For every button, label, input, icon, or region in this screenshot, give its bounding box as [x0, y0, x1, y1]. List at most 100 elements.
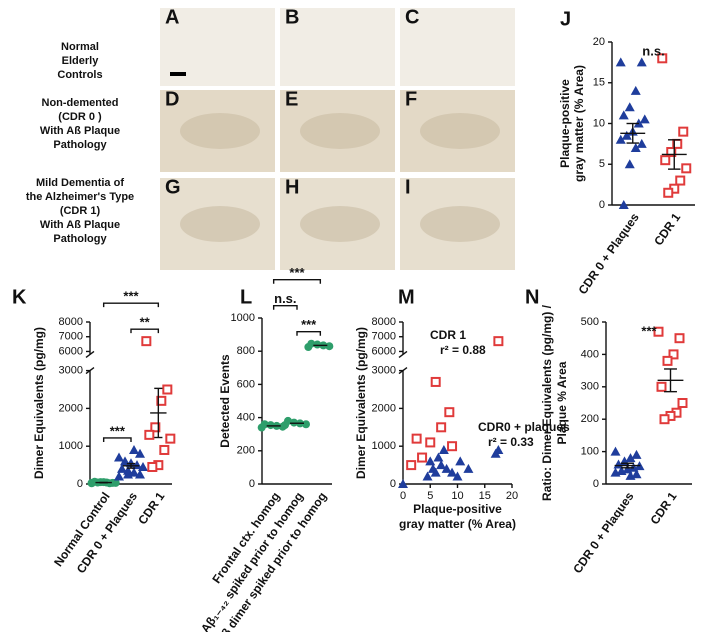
panel-letter: L: [240, 286, 252, 308]
data-point: [156, 395, 167, 406]
data-point: [618, 200, 629, 209]
r-squared: r² = 0.33: [488, 435, 534, 449]
data-point: [678, 126, 689, 137]
data-point: [325, 342, 334, 351]
data-point: [144, 429, 155, 440]
data-point: [425, 456, 436, 466]
y-tick-label: 10: [593, 117, 605, 129]
annotation: n.s.: [642, 43, 664, 58]
series-label: CDR 1: [430, 328, 466, 342]
data-point: [159, 444, 170, 455]
data-point: [675, 175, 686, 186]
data-point: [625, 470, 636, 480]
significance-label: ***: [289, 265, 305, 280]
panel-letter: A: [165, 6, 179, 28]
data-point: [114, 471, 124, 481]
y-tick-label: 5: [599, 158, 605, 170]
stained-region: [300, 206, 380, 242]
panel-letter: I: [405, 176, 411, 198]
y-tick-label: 200: [237, 445, 255, 457]
significance-bracket: [102, 302, 160, 308]
data-point: [417, 452, 428, 463]
data-point: [621, 130, 632, 140]
significance-label: ***: [123, 289, 139, 304]
y-axis-label: Detected Events: [218, 354, 232, 448]
significance-label: n.s.: [274, 291, 296, 306]
data-point: [398, 479, 408, 488]
stained-region: [180, 206, 260, 242]
y-tick-label: 8000: [59, 316, 83, 328]
scale-bar: [170, 72, 186, 76]
x-tick-label: 0: [400, 490, 406, 502]
data-point: [624, 159, 635, 169]
data-point: [313, 340, 322, 349]
data-point: [657, 53, 668, 64]
y-tick-label: 400: [237, 412, 255, 424]
data-point: [610, 446, 621, 456]
row-label: Elderly: [62, 55, 100, 67]
data-point: [411, 433, 422, 444]
panel-letter: C: [405, 6, 419, 28]
row-label: (CDR 1): [60, 205, 101, 217]
data-point: [425, 437, 436, 448]
row-label: Mild Dementia of: [36, 177, 124, 189]
significance-bracket: [296, 331, 322, 336]
micrograph: [400, 8, 515, 86]
y-tick-label: 8000: [372, 316, 396, 328]
row-label: With Aß Plaque: [40, 125, 120, 137]
row-label: Controls: [57, 69, 102, 81]
data-point: [129, 444, 139, 454]
data-point: [447, 441, 458, 452]
data-point: [433, 452, 444, 462]
x-tick-label: 15: [479, 490, 491, 502]
panel-letter: E: [285, 88, 298, 110]
y-tick-label: 500: [581, 316, 599, 328]
x-tick-label: CDR 1: [135, 489, 167, 527]
data-point: [668, 349, 679, 360]
data-point: [636, 138, 647, 148]
micrograph: [280, 8, 395, 86]
series-label: CDR0 + plaques: [478, 420, 570, 434]
data-point: [455, 456, 466, 466]
data-point: [636, 57, 647, 67]
x-tick-label: 5: [427, 490, 433, 502]
stained-region: [420, 206, 500, 242]
panel-letter: K: [12, 286, 27, 308]
y-tick-label: 0: [390, 478, 396, 490]
data-point: [663, 187, 674, 198]
data-point: [147, 461, 158, 472]
y-tick-label: 3000: [59, 365, 83, 377]
data-point: [615, 57, 626, 67]
data-point: [436, 460, 447, 470]
data-point: [307, 339, 316, 348]
data-point: [639, 114, 650, 124]
data-point: [436, 422, 447, 433]
row-label: (CDR 0 ): [58, 111, 102, 123]
data-point: [430, 467, 441, 477]
y-tick-label: 7000: [59, 331, 83, 343]
y-tick-label: 3000: [372, 365, 396, 377]
data-point: [681, 163, 692, 174]
data-point: [302, 420, 310, 429]
data-point: [447, 467, 458, 477]
data-point: [463, 463, 474, 473]
panel-letter: D: [165, 88, 179, 110]
data-point: [493, 444, 504, 454]
significance-bracket: [272, 279, 322, 284]
data-point: [674, 333, 685, 344]
data-point: [441, 463, 452, 473]
x-tick-label: 20: [506, 490, 518, 502]
stained-region: [300, 113, 380, 149]
y-tick-label: 2000: [372, 402, 396, 414]
y-axis-label: Dimer Equivalents (pg/mg): [354, 327, 368, 479]
data-point: [630, 85, 641, 95]
data-point: [493, 336, 504, 347]
y-tick-label: 20: [593, 36, 605, 48]
data-point: [165, 433, 176, 444]
data-point: [659, 414, 670, 425]
row-label: Normal: [61, 41, 99, 53]
data-point: [406, 460, 417, 471]
y-tick-label: 400: [581, 348, 599, 360]
panel-letter: B: [285, 6, 299, 28]
data-point: [444, 407, 455, 418]
